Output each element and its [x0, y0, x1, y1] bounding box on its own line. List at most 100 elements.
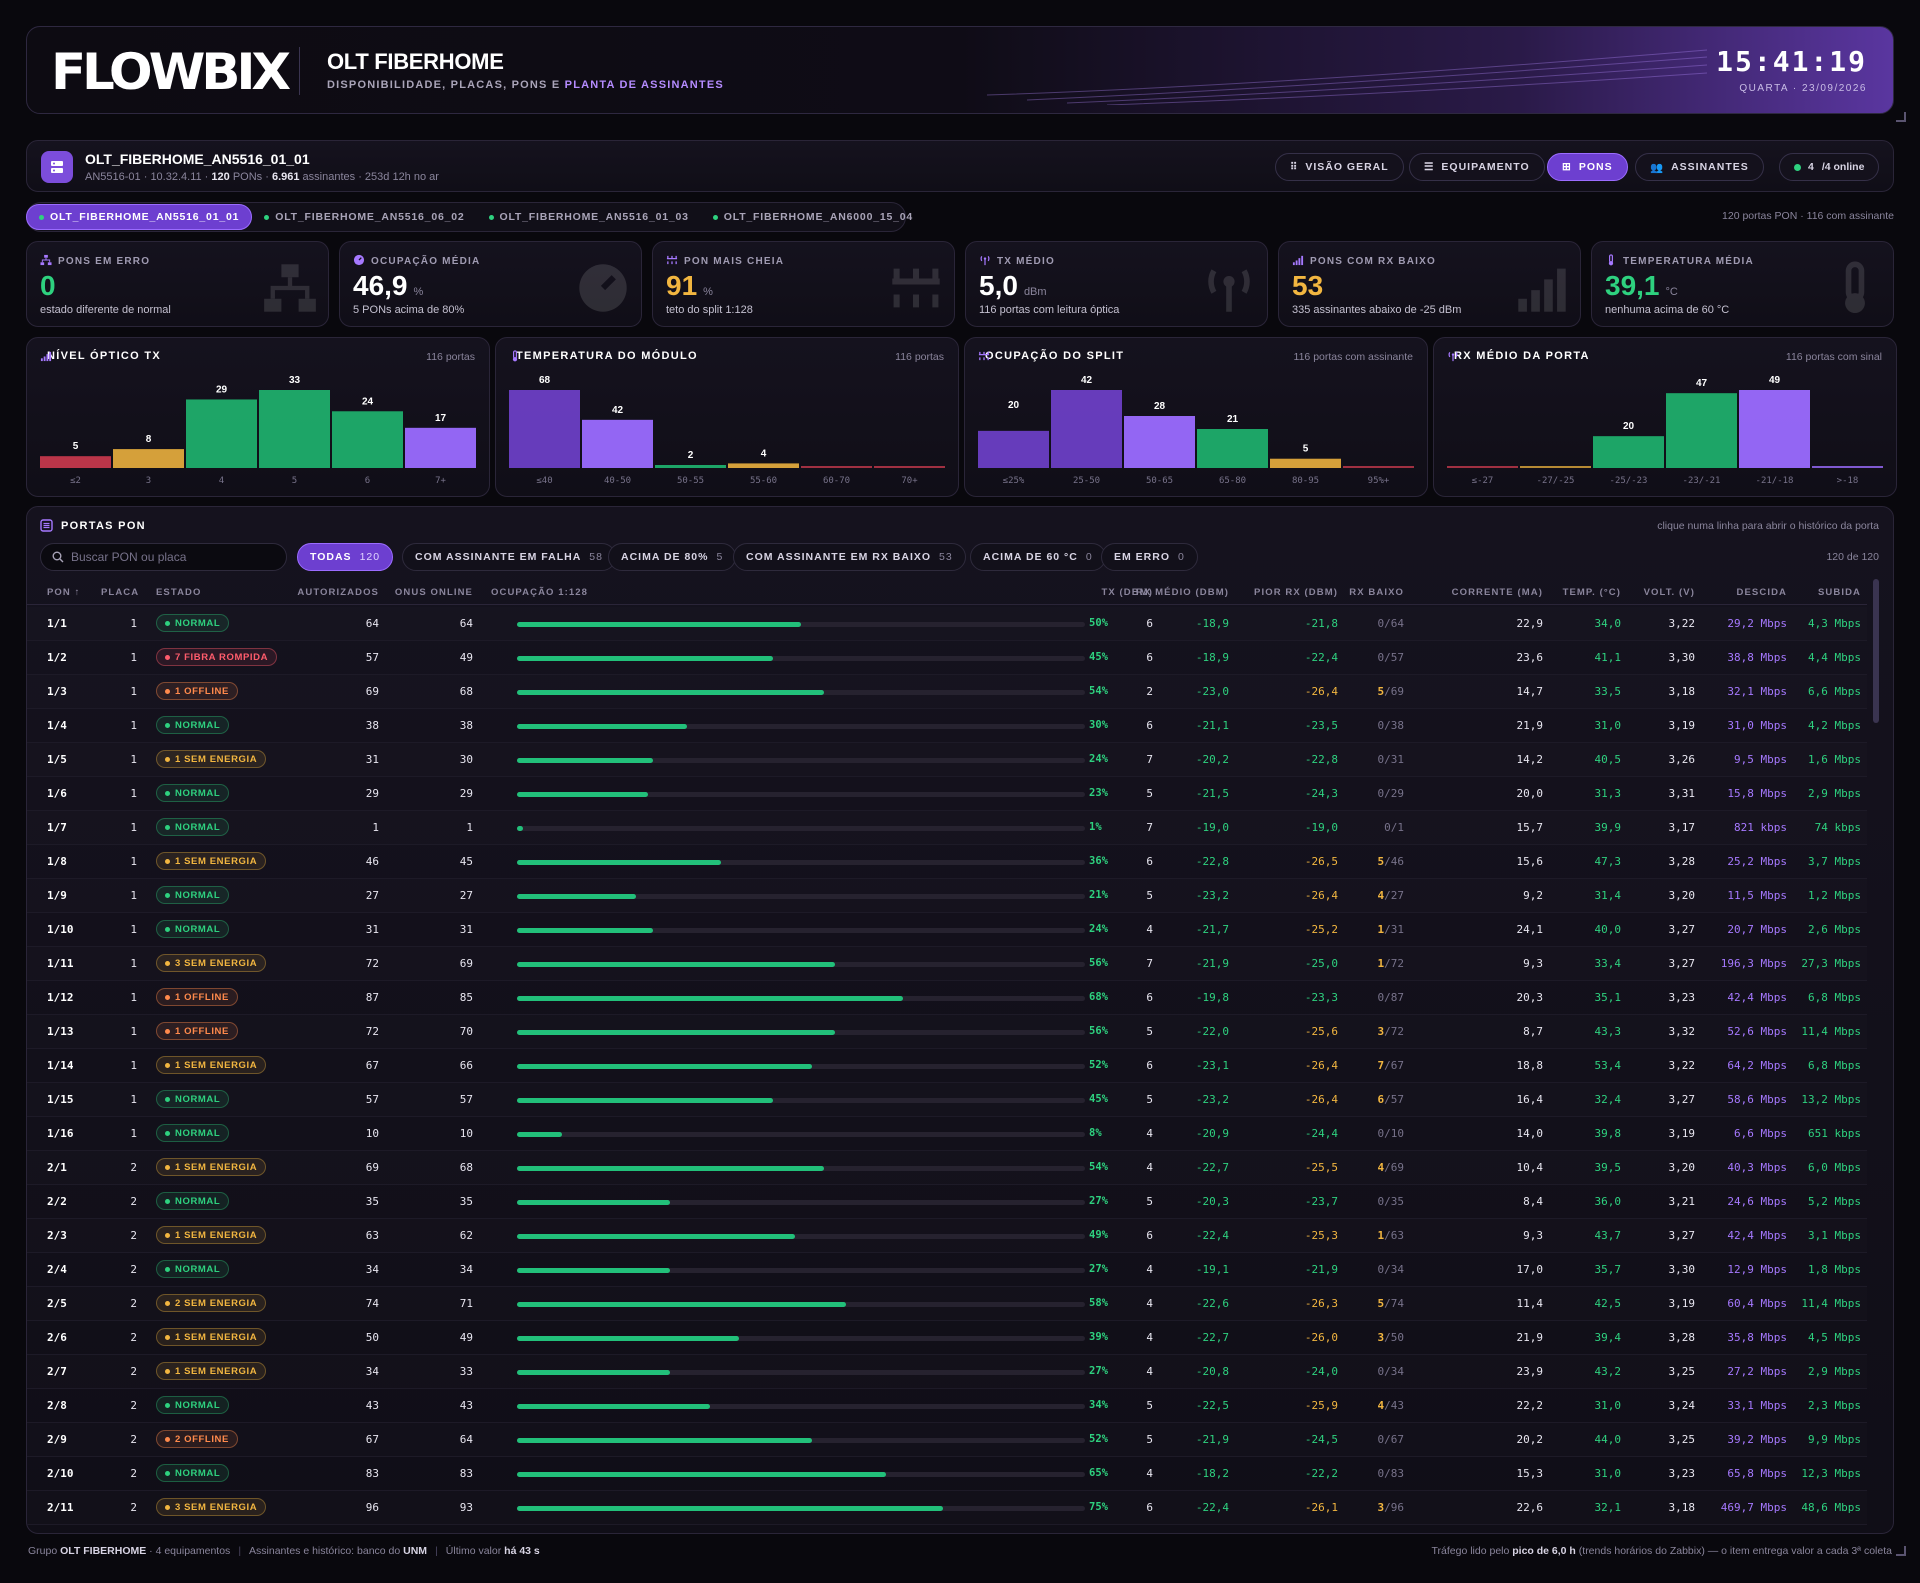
chart-bar[interactable]: [1051, 390, 1122, 468]
table-row[interactable]: 1/10 1 NORMAL 31 31 24% 4 -21,7 -25,2 1/31 24,1 40,…: [27, 913, 1867, 947]
column-header[interactable]: AUTORIZADOS: [297, 587, 379, 598]
tab-olt-01-01[interactable]: OLT_FIBERHOME_AN5516_01_01: [26, 204, 253, 230]
chart-bar[interactable]: [259, 390, 330, 468]
chart-bar[interactable]: [1197, 429, 1268, 468]
tab-olt-06-02[interactable]: OLT_FIBERHOME_AN5516_06_02: [252, 204, 476, 230]
kpi-description: teto do split 1:128: [666, 304, 753, 316]
tab-olt-01-03[interactable]: OLT_FIBERHOME_AN5516_01_03: [477, 204, 701, 230]
table-row[interactable]: 1/1 1 NORMAL 64 64 50% 6 -18,9 -21,8 0/64 22,9 34,0…: [27, 607, 1867, 641]
table-row[interactable]: 1/8 1 1 SEM ENERGIA 46 45 36% 6 -22,8 -26,5 5/46 1…: [27, 845, 1867, 879]
chart-bar[interactable]: [1270, 458, 1341, 468]
table-row[interactable]: 2/3 2 1 SEM ENERGIA 63 62 49% 6 -22,4 -25,3 1/63 9…: [27, 1219, 1867, 1253]
filter-chip[interactable]: COM ASSINANTE EM FALHA 58: [402, 543, 616, 571]
table-row[interactable]: 1/13 1 1 OFFLINE 72 70 56% 5 -22,0 -25,6 3/72 8,7 4…: [27, 1015, 1867, 1049]
chart-bar[interactable]: [405, 427, 476, 468]
occupancy-bar: [517, 758, 1085, 763]
rx-low-count: 7: [1377, 1059, 1385, 1072]
column-header[interactable]: TEMP. (°C): [1562, 587, 1621, 598]
chart-bar[interactable]: [1739, 390, 1810, 468]
nav-pons[interactable]: ⊞ PONS: [1547, 153, 1628, 181]
occupancy-percent: 52%: [1089, 1059, 1108, 1071]
table-row[interactable]: 1/11 1 3 SEM ENERGIA 72 69 56% 7 -21,9 -25,0 1/72…: [27, 947, 1867, 981]
voltage: 3,22: [1668, 1059, 1696, 1072]
table-row[interactable]: 1/9 1 NORMAL 27 27 21% 5 -23,2 -26,4 4/27 9,2 31,4 3…: [27, 879, 1867, 913]
chart-bar[interactable]: [728, 463, 799, 468]
table-row[interactable]: 2/8 2 NORMAL 43 43 34% 5 -22,5 -25,9 4/43 22,2 31,0…: [27, 1389, 1867, 1423]
column-header[interactable]: PIOR RX (DBM): [1254, 587, 1338, 598]
column-header[interactable]: RX MÉDIO (DBM): [1136, 587, 1229, 598]
column-header[interactable]: VOLT. (V): [1643, 587, 1695, 598]
status-badge: 1 SEM ENERGIA: [156, 1158, 267, 1176]
column-header[interactable]: CORRENTE (MA): [1451, 587, 1543, 598]
table-row[interactable]: 1/2 1 7 FIBRA ROMPIDA 57 49 45% 6 -18,9 -22,4 0/5…: [27, 641, 1867, 675]
chart-bar[interactable]: [582, 419, 653, 468]
table-row[interactable]: 2/6 2 1 SEM ENERGIA 50 49 39% 4 -22,7 -26,0 3/50 2…: [27, 1321, 1867, 1355]
table-row[interactable]: 2/1 2 1 SEM ENERGIA 69 68 54% 4 -22,7 -25,5 4/69 1…: [27, 1151, 1867, 1185]
column-header[interactable]: TX (DBM): [1101, 587, 1153, 598]
table-row[interactable]: 2/10 2 NORMAL 83 83 65% 4 -18,2 -22,2 0/83 15,3 31,…: [27, 1457, 1867, 1491]
chart-bar[interactable]: [509, 390, 580, 468]
search-input[interactable]: [40, 543, 287, 571]
table-row[interactable]: 2/11 2 3 SEM ENERGIA 96 93 75% 6 -22,4 -26,1 3/96…: [27, 1491, 1867, 1525]
rx-low-total: /34: [1384, 1263, 1404, 1276]
table-row[interactable]: 1/7 1 NORMAL 1 1 1% 7 -19,0 -19,0 0/1 15,7 39,9 3,17…: [27, 811, 1867, 845]
column-header[interactable]: DESCIDA: [1736, 587, 1787, 598]
chart-bar[interactable]: [1343, 466, 1414, 468]
chart-bar[interactable]: [113, 449, 184, 468]
resize-handle[interactable]: [1896, 1546, 1906, 1556]
filter-chip[interactable]: ACIMA DE 80% 5: [608, 543, 737, 571]
table-row[interactable]: 1/6 1 NORMAL 29 29 23% 5 -21,5 -24,3 0/29 20,0 31,3…: [27, 777, 1867, 811]
column-header[interactable]: PON ↑: [47, 587, 81, 598]
filter-chip[interactable]: COM ASSINANTE EM RX BAIXO 53: [733, 543, 966, 571]
x-tick-label: 6: [365, 476, 370, 486]
rx-average: -22,7: [1195, 1161, 1229, 1174]
online-status[interactable]: 4/4 online: [1779, 153, 1880, 181]
column-header[interactable]: ONUS ONLINE: [394, 587, 473, 598]
table-row[interactable]: 1/12 1 1 OFFLINE 87 85 68% 6 -19,8 -23,3 0/87 20,3…: [27, 981, 1867, 1015]
chart-bar[interactable]: [978, 430, 1049, 468]
rx-low-count: 0: [1377, 617, 1385, 630]
chart-bar[interactable]: [186, 399, 257, 468]
filter-chip[interactable]: TODAS 120: [297, 543, 394, 571]
x-tick-label: 25-50: [1073, 476, 1100, 486]
table-row[interactable]: 2/9 2 2 OFFLINE 67 64 52% 5 -21,9 -24,5 0/67 20,2 4…: [27, 1423, 1867, 1457]
filter-chip[interactable]: EM ERRO 0: [1101, 543, 1198, 571]
table-row[interactable]: 1/4 1 NORMAL 38 38 30% 6 -21,1 -23,5 0/38 21,9 31,0…: [27, 709, 1867, 743]
nav-visao-geral[interactable]: ⠿ VISÃO GERAL: [1275, 153, 1404, 181]
chart-bar[interactable]: [1520, 466, 1591, 468]
chart-bar[interactable]: [332, 411, 403, 468]
column-header[interactable]: ESTADO: [156, 587, 202, 598]
chart-bar[interactable]: [874, 466, 945, 468]
filter-chip[interactable]: ACIMA DE 60 °C 0: [970, 543, 1106, 571]
chart-bar[interactable]: [1124, 416, 1195, 468]
chart-bar[interactable]: [1593, 436, 1664, 468]
chart-bar[interactable]: [801, 466, 872, 468]
column-header[interactable]: PLACA: [101, 587, 140, 598]
nav-equipamento[interactable]: ☰ EQUIPAMENTO: [1409, 153, 1545, 181]
table-row[interactable]: 1/15 1 NORMAL 57 57 45% 5 -23,2 -26,4 6/57 16,4 32,…: [27, 1083, 1867, 1117]
column-header[interactable]: OCUPAÇÃO 1:128: [491, 587, 589, 598]
table-row[interactable]: 2/7 2 1 SEM ENERGIA 34 33 27% 4 -20,8 -24,0 0/34 2…: [27, 1355, 1867, 1389]
table-row[interactable]: 2/5 2 2 SEM ENERGIA 74 71 58% 4 -22,6 -26,3 5/74 1…: [27, 1287, 1867, 1321]
table-row[interactable]: 2/4 2 NORMAL 34 34 27% 4 -19,1 -21,9 0/34 17,0 35,7…: [27, 1253, 1867, 1287]
table-row[interactable]: 1/3 1 1 OFFLINE 69 68 54% 2 -23,0 -26,4 5/69 14,7 3…: [27, 675, 1867, 709]
table-row[interactable]: 1/5 1 1 SEM ENERGIA 31 30 24% 7 -20,2 -22,8 0/31 1…: [27, 743, 1867, 777]
chart-bar[interactable]: [1666, 393, 1737, 468]
table-row[interactable]: 2/2 2 NORMAL 35 35 27% 5 -20,3 -23,7 0/35 8,4 36,0 3…: [27, 1185, 1867, 1219]
temperature: 31,0: [1594, 1467, 1622, 1480]
table-row[interactable]: 1/14 1 1 SEM ENERGIA 67 66 52% 6 -23,1 -26,4 7/67…: [27, 1049, 1867, 1083]
chart-bar[interactable]: [40, 456, 111, 468]
nav-assinantes[interactable]: 👥 ASSINANTES: [1635, 153, 1764, 181]
resize-handle[interactable]: [1896, 112, 1906, 122]
tab-olt-15-04[interactable]: OLT_FIBERHOME_AN6000_15_04: [701, 204, 925, 230]
column-header[interactable]: SUBIDA: [1817, 587, 1861, 598]
table-scrollbar[interactable]: [1873, 579, 1879, 723]
upstream: 5,2 Mbps: [1808, 1195, 1861, 1208]
chart-bar[interactable]: [655, 465, 726, 468]
occupancy-bar: [517, 826, 1085, 831]
column-header[interactable]: RX BAIXO: [1349, 587, 1404, 598]
chart-bar[interactable]: [1447, 466, 1518, 468]
chart-bar[interactable]: [1812, 466, 1883, 468]
table-row[interactable]: 1/16 1 NORMAL 10 10 8% 4 -20,9 -24,4 0/10 14,0 39,8…: [27, 1117, 1867, 1151]
bar-value-label: 42: [1081, 375, 1093, 386]
